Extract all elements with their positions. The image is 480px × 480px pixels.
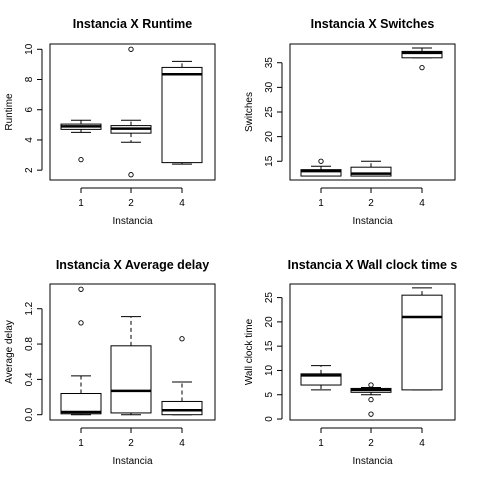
y-tick-label: 5: [264, 392, 275, 398]
x-axis-label: Instancia: [352, 216, 392, 227]
y-tick-label: 4: [24, 137, 35, 143]
outlier-point: [368, 396, 374, 403]
box-2: [350, 160, 392, 177]
x-tick-label: 4: [179, 438, 185, 449]
y-axis-label: Runtime: [4, 93, 15, 131]
y-tick-label: 15: [264, 340, 275, 352]
x-tick-label: 2: [128, 438, 134, 449]
y-tick-label: 0.4: [24, 372, 35, 386]
outlier-point: [78, 320, 84, 326]
chart-title: Instancia X Runtime: [73, 17, 193, 31]
y-tick-label: 25: [264, 292, 275, 304]
chart-panel-4: Instancia X Wall clock time s Instancia Wa…: [244, 258, 457, 467]
iqr-box: [161, 400, 203, 416]
chart-panel-2: Instancia X Switches Instancia Switches 15 2…: [244, 17, 456, 227]
box-1: [300, 365, 342, 391]
box-4: [161, 336, 203, 416]
x-tick-label: 1: [318, 198, 324, 209]
plot-frame: [289, 43, 456, 181]
chart-title: Instancia X Wall clock time s: [288, 258, 458, 272]
iqr-box: [110, 345, 152, 414]
iqr-box: [161, 66, 203, 164]
x-axis-label: Instancia: [112, 216, 152, 227]
chart-panel-3: Instancia X Average delay Instancia Averag…: [4, 258, 216, 467]
iqr-box: [401, 294, 443, 391]
y-tick-label: 30: [264, 81, 275, 93]
x-tick-label: 2: [368, 198, 374, 209]
y-tick-label: 25: [264, 106, 275, 118]
y-tick-label: 20: [264, 316, 275, 328]
chart-title: Instancia X Switches: [311, 17, 435, 31]
box-2: [110, 46, 152, 178]
iqr-box: [401, 50, 443, 59]
x-axis-label: Instancia: [352, 456, 392, 467]
y-tick-label: 10: [264, 364, 275, 376]
box-4: [161, 60, 203, 165]
plot-frame: [289, 283, 456, 421]
y-tick-label: 0.8: [24, 337, 35, 351]
y-tick-label: 35: [264, 57, 275, 69]
y-tick-label: 2: [24, 167, 35, 173]
box-1: [300, 158, 342, 177]
outlier-point: [318, 158, 324, 164]
x-tick-label: 4: [419, 438, 425, 449]
box-4: [401, 47, 443, 71]
outlier-point: [128, 46, 134, 52]
x-tick-label: 1: [78, 438, 84, 449]
x-axis-label: Instancia: [112, 456, 152, 467]
box-2: [110, 316, 152, 416]
outlier-point: [78, 156, 84, 163]
chart-title: Instancia X Average delay: [56, 258, 209, 272]
x-tick-label: 2: [368, 438, 374, 449]
y-axis-label: Switches: [244, 92, 255, 132]
iqr-box: [300, 169, 342, 177]
box-2: [350, 382, 392, 417]
plot-frame: [49, 283, 216, 421]
y-axis-label: Average delay: [4, 320, 15, 384]
outlier-point: [419, 65, 425, 71]
outlier-point: [368, 411, 374, 417]
y-tick-label: 20: [264, 131, 275, 143]
y-tick-label: 1.2: [24, 301, 35, 315]
box-1: [60, 286, 102, 416]
y-tick-label: 0: [264, 416, 275, 422]
chart-panel-1: Instancia X Runtime Instancia Runtime 2 4 6 8 1…: [4, 17, 216, 227]
x-tick-label: 4: [179, 198, 185, 209]
outlier-point: [128, 172, 134, 178]
iqr-box: [300, 373, 342, 386]
iqr-box: [60, 393, 102, 415]
y-tick-label: 0.0: [24, 407, 35, 421]
x-tick-label: 2: [128, 198, 134, 209]
y-tick-label: 10: [24, 43, 35, 55]
iqr-box: [350, 166, 392, 177]
y-axis-label: Wall clock time: [244, 318, 255, 385]
outlier-point: [179, 336, 185, 342]
x-tick-label: 1: [78, 198, 84, 209]
y-tick-label: 6: [24, 107, 35, 113]
x-tick-label: 4: [419, 198, 425, 209]
outlier-point: [368, 382, 374, 388]
outlier-point: [78, 286, 84, 292]
box-1: [60, 119, 102, 163]
x-tick-label: 1: [318, 438, 324, 449]
plot-frame: [49, 43, 216, 181]
box-4: [401, 287, 443, 391]
y-tick-label: 8: [24, 76, 35, 82]
y-tick-label: 15: [264, 155, 275, 167]
